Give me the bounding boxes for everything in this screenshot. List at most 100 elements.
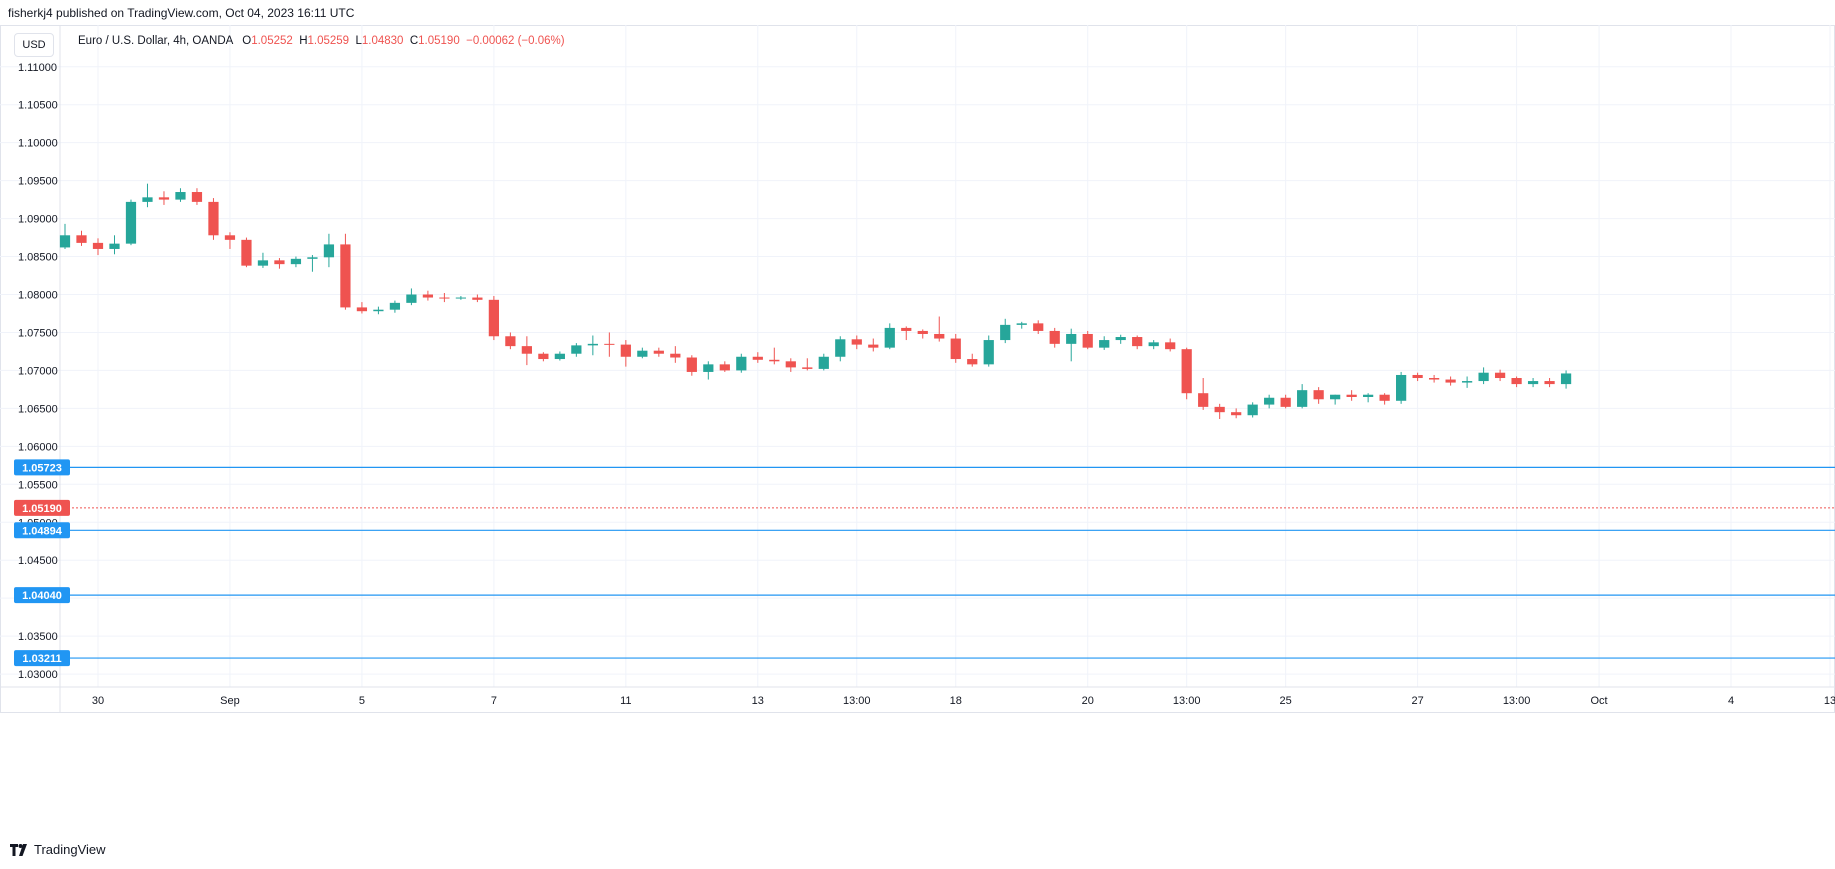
candle-body — [224, 235, 236, 240]
candle-body — [1132, 337, 1143, 347]
candle-body — [620, 344, 631, 357]
candle-body — [1181, 349, 1192, 394]
candle-body — [505, 336, 516, 347]
candle-body — [1511, 378, 1522, 385]
y-tick-label: 1.09500 — [18, 176, 58, 188]
tradingview-logo-icon — [10, 843, 27, 856]
candle-body — [1231, 412, 1242, 416]
candle-body — [1148, 342, 1159, 347]
candle-body — [1082, 333, 1093, 348]
currency-button[interactable]: USD — [14, 33, 54, 57]
candle-body — [1313, 390, 1324, 400]
y-tick-label: 1.06500 — [18, 403, 58, 415]
candle-body — [1297, 390, 1308, 407]
x-tick-label: Sep — [220, 695, 240, 707]
candle-body — [983, 340, 994, 365]
candle-body — [142, 197, 153, 202]
candle-body — [92, 242, 104, 249]
candle-body — [241, 239, 252, 266]
high-label: H — [299, 35, 308, 47]
level-price-label: 1.04040 — [22, 590, 62, 602]
candle-body — [439, 297, 450, 299]
candle-body — [868, 344, 879, 348]
candle-body — [818, 356, 829, 369]
candle-body — [835, 339, 846, 357]
candle-body — [686, 357, 697, 372]
level-price-tag — [14, 587, 70, 604]
candle-body — [802, 367, 813, 369]
candle-body — [389, 302, 401, 310]
candle-body — [521, 346, 532, 354]
level-price-label: 1.03211 — [22, 653, 61, 665]
candle-body — [1264, 397, 1275, 405]
level-price-label: 1.05723 — [22, 462, 62, 474]
candle-body — [884, 327, 895, 348]
chart-frame: 1.11000 1.10500 1.10000 1.09500 1.09000 1.085… — [0, 25, 1835, 833]
candle-body — [719, 364, 730, 371]
candle-body — [785, 361, 796, 368]
candle-body — [1165, 342, 1176, 350]
candle-body — [1066, 333, 1077, 344]
low-value: 1.04830 — [361, 35, 404, 47]
candle-body — [257, 260, 269, 266]
y-tick-label: 1.05500 — [18, 479, 58, 491]
last-price-label: 1.05190 — [22, 503, 62, 515]
symbol-label: Euro / U.S. Dollar, 4h, OANDA — [78, 35, 233, 47]
candle-body — [604, 343, 615, 345]
open-value: 1.05252 — [251, 35, 293, 47]
y-tick-label: 1.07500 — [18, 327, 58, 339]
candle-body — [422, 294, 434, 298]
candle-body — [488, 299, 499, 337]
candle-body — [175, 192, 186, 200]
candle-body — [950, 338, 961, 360]
candle-body — [125, 201, 137, 244]
close-value: 1.05190 — [418, 35, 460, 47]
candle-body — [1445, 379, 1456, 383]
x-tick-label: 4 — [1728, 695, 1734, 707]
candle-body — [901, 327, 912, 331]
candle-body — [1115, 337, 1126, 341]
candle-body — [1000, 324, 1011, 341]
x-tick-label: 11 — [620, 695, 631, 707]
candle-body — [1527, 381, 1539, 385]
y-tick-label: 1.07000 — [18, 365, 58, 377]
x-tick-label: 13 — [752, 695, 764, 707]
level-price-label: 1.04894 — [22, 525, 63, 537]
y-tick-label: 1.10000 — [18, 138, 58, 150]
candle-body — [1033, 323, 1044, 331]
close-label: C — [409, 35, 419, 47]
y-tick-label: 1.06000 — [18, 441, 58, 453]
x-tick-label: 25 — [1280, 695, 1292, 707]
candle-body — [538, 353, 549, 360]
x-tick-label: 20 — [1082, 695, 1094, 707]
low-label: L — [355, 35, 362, 47]
candlestick-chart[interactable]: 1.11000 1.10500 1.10000 1.09500 1.09000 1.085… — [0, 25, 1835, 833]
candle-body — [1412, 374, 1423, 379]
candle-body — [1016, 323, 1027, 325]
brand-label: TradingView — [34, 842, 106, 857]
chart-legend: Euro / U.S. Dollar, 4h, OANDA O1.05252 H… — [78, 35, 565, 47]
candle-body — [1330, 394, 1341, 400]
candle-body — [1560, 373, 1572, 385]
candle-body — [406, 294, 417, 303]
candle-body — [752, 356, 763, 360]
x-tick-label: 27 — [1411, 695, 1423, 707]
footer: TradingView — [10, 842, 106, 857]
candle-body — [1198, 393, 1209, 407]
candle-body — [274, 260, 285, 265]
candle-body — [637, 350, 648, 357]
candle-body — [670, 353, 681, 358]
candle-body — [1428, 378, 1440, 380]
candle-body — [109, 243, 120, 249]
chart-border — [0, 25, 1835, 713]
x-tick-label: 13:00 — [1503, 695, 1531, 707]
x-tick-label: Oct — [1591, 695, 1608, 707]
high-value: 1.05259 — [307, 35, 350, 47]
x-tick-label: 13:00 — [1173, 695, 1201, 707]
candle-body — [1544, 381, 1555, 385]
y-tick-label: 1.08500 — [18, 252, 58, 264]
x-tick-label: 5 — [359, 695, 365, 707]
candle-body — [356, 307, 368, 312]
candle-body — [472, 297, 483, 300]
candle-body — [76, 235, 87, 243]
